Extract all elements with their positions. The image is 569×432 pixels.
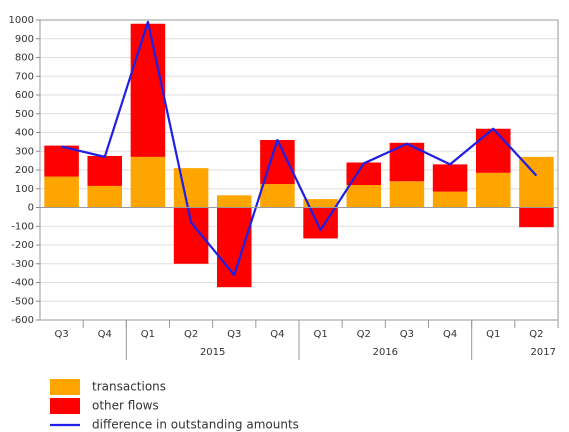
x-tick-label: Q1	[141, 329, 155, 340]
group-label: 2016	[373, 347, 398, 358]
y-tick-label: -100	[11, 221, 34, 232]
y-tick-label: 0	[28, 203, 34, 214]
bar	[260, 184, 295, 208]
y-tick-label: -400	[11, 278, 34, 289]
y-tick-label: 800	[15, 53, 34, 64]
bar	[44, 145, 79, 177]
bar	[389, 181, 425, 208]
legend-label: difference in outstanding amounts	[92, 418, 299, 432]
bar	[87, 155, 123, 186]
x-tick-label: Q3	[54, 329, 68, 340]
bar	[519, 156, 554, 208]
bar	[519, 207, 554, 228]
x-tick-label: Q2	[357, 329, 371, 340]
line-series	[61, 20, 538, 277]
y-tick-label: 600	[15, 90, 34, 101]
y-tick-label: 200	[15, 165, 34, 176]
legend-swatch	[50, 379, 80, 395]
legend-swatch	[50, 398, 80, 414]
x-tick-label: Q3	[227, 329, 241, 340]
bar	[130, 156, 166, 208]
y-tick-label: -200	[11, 240, 34, 251]
bar	[130, 23, 166, 157]
bar	[87, 185, 123, 208]
bar	[475, 128, 511, 173]
y-tick-label: 400	[15, 128, 34, 139]
legend: transactions other flows difference in out…	[50, 379, 299, 432]
y-tick-label: 100	[15, 184, 34, 195]
y-tick-label: 700	[15, 71, 34, 82]
x-tick-label: Q3	[400, 329, 414, 340]
bar	[346, 185, 382, 208]
legend-label: other flows	[92, 399, 159, 413]
bar	[432, 191, 468, 208]
bar	[475, 172, 511, 208]
x-tick-label: Q2	[184, 329, 198, 340]
y-tick-label: -500	[11, 296, 34, 307]
bar	[432, 164, 468, 192]
x-tick-label: Q4	[443, 329, 457, 340]
bar	[173, 168, 209, 208]
bar	[216, 195, 252, 208]
group-label: 2017	[531, 347, 556, 358]
bar	[44, 176, 79, 208]
x-tick-label: Q1	[486, 329, 500, 340]
bar	[346, 162, 382, 185]
group-label: 2015	[200, 347, 225, 358]
bar	[303, 199, 338, 208]
x-tick-label: Q4	[98, 329, 112, 340]
y-tick-label: -300	[11, 259, 34, 270]
x-tick-label: Q2	[529, 329, 543, 340]
y-tick-label: -600	[11, 315, 34, 326]
plot-area: -600 -500 -400 -300 -200 -100 0 100 200 300 400 500…	[9, 15, 559, 360]
legend-label: transactions	[92, 380, 166, 394]
y-tick-label: 500	[15, 109, 34, 120]
y-tick-label: 300	[15, 146, 34, 157]
x-tick-label: Q1	[313, 329, 327, 340]
y-tick-label: 900	[15, 34, 34, 45]
y-tick-label: 1000	[9, 15, 34, 26]
x-tick-label: Q4	[270, 329, 284, 340]
